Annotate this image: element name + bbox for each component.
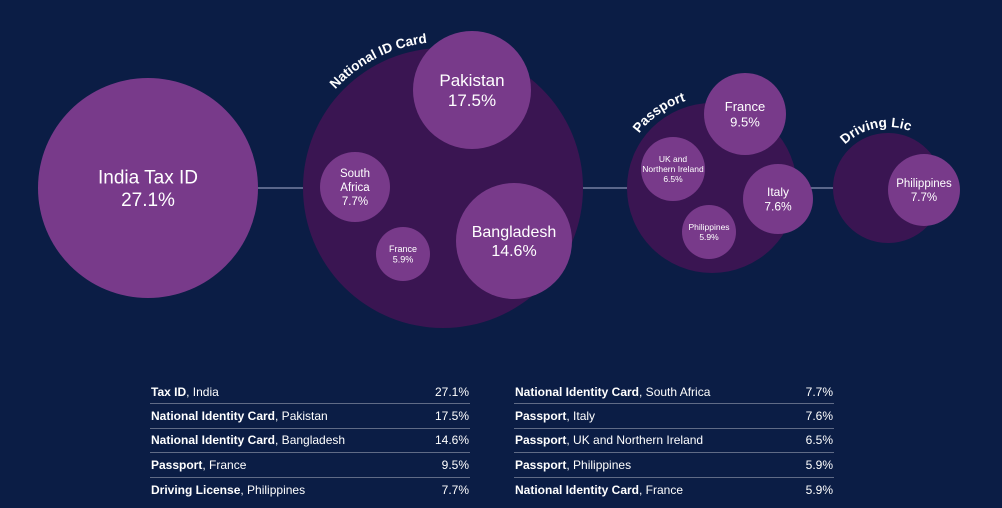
table-row: National Identity Card, Bangladesh 14.6% [150,429,470,454]
row-country: , Pakistan [275,409,328,424]
bubble-label: Italy [767,185,789,199]
bubble-value-label: 17.5% [448,91,496,110]
row-country: , France [639,482,684,497]
bubble-label: India Tax ID [98,167,198,188]
row-type: National Identity Card [515,482,640,497]
table-row: Passport, UK and Northern Ireland 6.5% [514,429,834,454]
bubble-national-id-card-france [376,227,430,281]
bubble-label: Northern Ireland [642,164,704,174]
row-type: Tax ID [151,384,187,399]
row-country: , India [186,384,219,399]
bubble-passport-italy [743,164,813,234]
row-type: National Identity Card [515,384,640,399]
bubble-national-id-card-bangladesh [456,183,572,299]
row-type: Passport [515,433,567,448]
row-value: 9.5% [441,457,469,472]
table-row: Passport, Philippines 5.9% [514,453,834,478]
bubble-label: France [389,244,417,254]
bubble-value-label: 27.1% [121,190,175,211]
table-row: National Identity Card, Pakistan 17.5% [150,404,470,429]
bubble-label: Philippines [896,178,952,190]
bubble-driving-license-philippines [888,154,960,226]
row-country: , UK and Northern Ireland [566,433,704,448]
bubble-label: UK and [659,154,688,164]
row-country: , South Africa [639,384,711,399]
table-row: Passport, Italy 7.6% [514,404,834,429]
table-row: Tax ID, India 27.1% [150,380,470,405]
bubble-label: Pakistan [439,71,504,90]
row-type: National Identity Card [151,409,276,424]
row-value: 5.9% [805,482,833,497]
bubble-value-label: 5.9% [699,232,719,242]
table-row: National Identity Card, France 5.9% [514,478,834,502]
table-row: National Identity Card, South Africa 7.7… [514,380,834,405]
bubble-value-label: 7.7% [342,196,368,208]
bubble-national-id-card-south-africa [320,152,390,222]
row-country: , Philippines [566,457,632,472]
row-type: Passport [515,409,567,424]
bubble-passport-uk-and-northern-ireland [641,137,705,201]
table-row: Passport, France 9.5% [150,453,470,478]
bubble-label: France [725,99,765,114]
bubble-passport-philippines [682,205,736,259]
bubble-value-label: 14.6% [491,243,536,260]
row-country: , France [202,457,247,472]
bubble-label: South [340,168,370,180]
bubble-label: Philippines [688,222,729,232]
bubble-national-id-card-pakistan [413,31,531,149]
bubble-value-label: 5.9% [393,255,414,265]
bubble-label: Bangladesh [472,224,557,241]
row-country: , Bangladesh [275,433,346,448]
table-row: Driving License, Philippines 7.7% [150,478,470,502]
row-country: , Italy [566,409,596,424]
row-value: 7.7% [441,482,469,497]
row-country: , Philippines [240,482,306,497]
row-type: Passport [515,457,567,472]
row-type: Driving License [151,482,241,497]
row-value: 14.6% [434,433,469,448]
bubble-value-label: 6.5% [663,174,683,184]
row-value: 27.1% [434,384,469,399]
row-value: 6.5% [805,433,833,448]
bubble-passport-france [704,73,786,155]
bubble-value-label: 7.6% [764,199,792,213]
row-value: 7.7% [805,384,833,399]
legend-table-right: National Identity Card, South Africa 7.7… [514,380,834,502]
row-value: 5.9% [805,457,833,472]
row-value: 7.6% [805,409,833,424]
row-type: National Identity Card [151,433,276,448]
legend-table-left: Tax ID, India 27.1% National Identity Ca… [150,380,470,502]
bubble-label: Africa [340,182,370,194]
bubble-value-label: 9.5% [730,114,760,129]
bubble-tax-id-india-tax-id [38,78,258,298]
row-type: Passport [151,457,203,472]
row-value: 17.5% [434,409,469,424]
bubble-value-label: 7.7% [911,192,937,204]
